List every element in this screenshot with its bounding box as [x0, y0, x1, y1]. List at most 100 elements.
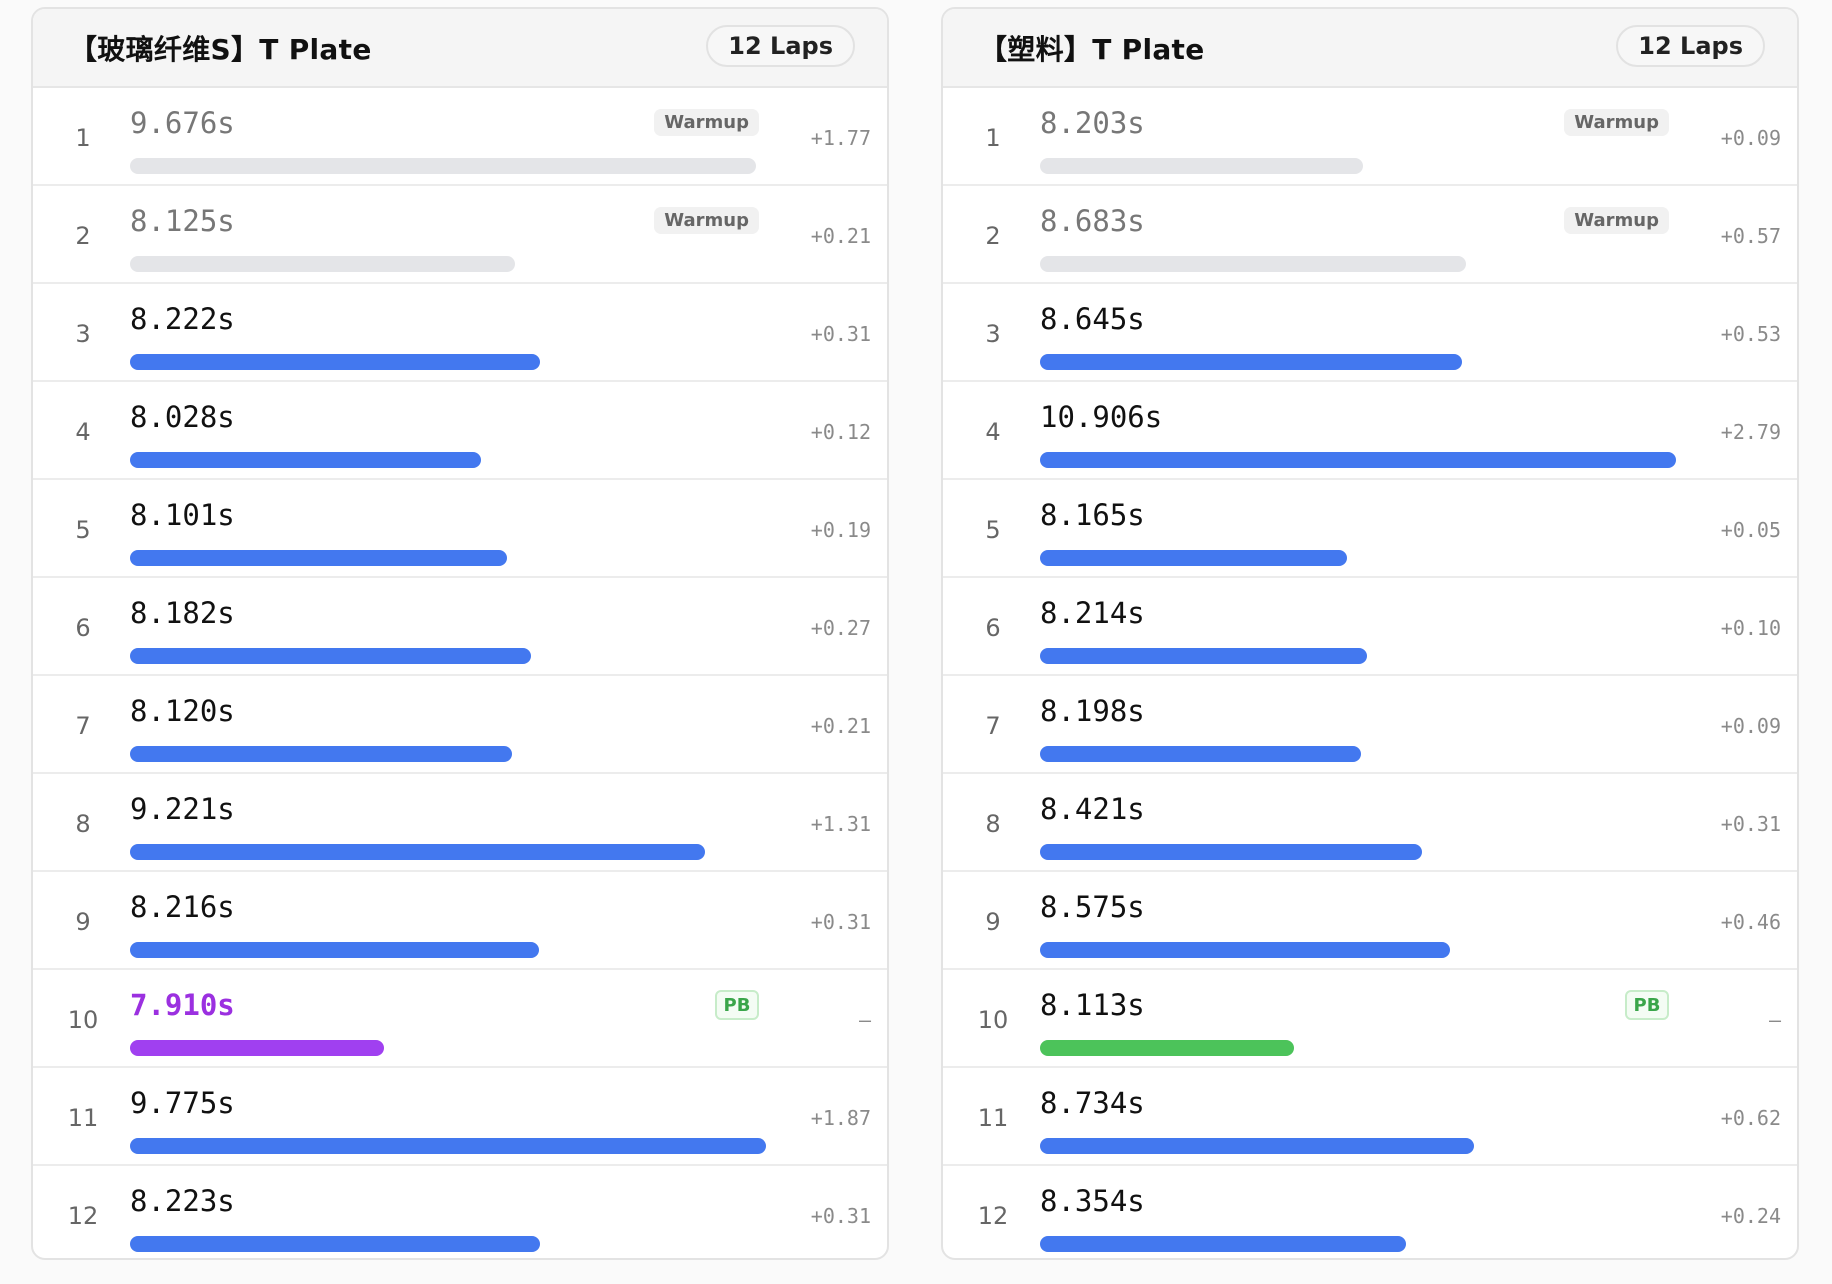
warmup-badge: Warmup: [1564, 207, 1669, 234]
lap-delta: +0.05: [1720, 518, 1781, 542]
lap-time: 8.198s: [1040, 694, 1145, 728]
lap-row[interactable]: 9 8.575s +0.46: [943, 872, 1797, 970]
lap-time-bar: [1040, 844, 1422, 860]
lap-delta: +0.19: [810, 518, 871, 542]
panel-header: 【塑料】T Plate 12 Laps: [943, 9, 1797, 88]
lap-row[interactable]: 2 8.683s Warmup +0.57: [943, 186, 1797, 284]
lap-delta: –: [858, 1008, 871, 1032]
lap-time-bar: [130, 256, 515, 272]
lap-number: 12: [977, 1202, 1009, 1230]
pb-badge: PB: [715, 990, 759, 1020]
lap-number: 1: [75, 124, 91, 152]
lap-delta: +0.31: [810, 910, 871, 934]
lap-delta: +0.21: [810, 224, 871, 248]
lap-time-bar: [1040, 648, 1367, 664]
pb-badge: PB: [1625, 990, 1669, 1020]
lap-number: 4: [75, 418, 91, 446]
lap-row[interactable]: 6 8.214s +0.10: [943, 578, 1797, 676]
lap-number: 2: [985, 222, 1001, 250]
lap-row[interactable]: 10 8.113s PB –: [943, 970, 1797, 1068]
lap-time: 9.775s: [130, 1086, 235, 1120]
panel-title: 【玻璃纤维S】T Plate: [69, 32, 372, 66]
lap-delta: –: [1768, 1008, 1781, 1032]
lap-number: 12: [67, 1202, 99, 1230]
lap-time: 8.683s: [1040, 204, 1145, 238]
lap-number: 7: [985, 712, 1001, 740]
lap-time: 8.575s: [1040, 890, 1145, 924]
lap-delta: +1.87: [810, 1106, 871, 1130]
lap-row[interactable]: 11 8.734s +0.62: [943, 1068, 1797, 1166]
lap-row[interactable]: 3 8.222s +0.31: [33, 284, 887, 382]
lap-time: 8.101s: [130, 498, 235, 532]
lap-row[interactable]: 12 8.354s +0.24: [943, 1166, 1797, 1258]
lap-time-bar: [1040, 1040, 1294, 1056]
laps-count-badge[interactable]: 12 Laps: [1616, 25, 1765, 67]
lap-time: 8.421s: [1040, 792, 1145, 826]
lap-time: 8.165s: [1040, 498, 1145, 532]
lap-number: 6: [75, 614, 91, 642]
lap-delta: +0.12: [810, 420, 871, 444]
lap-time-bar: [130, 1236, 540, 1252]
lap-time-bar: [130, 746, 512, 762]
lap-delta: +1.31: [810, 812, 871, 836]
lap-row[interactable]: 8 8.421s +0.31: [943, 774, 1797, 872]
lap-panel-glass-fiber: 【玻璃纤维S】T Plate 12 Laps 1 9.676s Warmup +1.7…: [31, 7, 889, 1260]
lap-row[interactable]: 5 8.165s +0.05: [943, 480, 1797, 578]
lap-delta: +0.46: [1720, 910, 1781, 934]
lap-row[interactable]: 3 8.645s +0.53: [943, 284, 1797, 382]
lap-delta: +0.31: [810, 1204, 871, 1228]
lap-time: 8.120s: [130, 694, 235, 728]
lap-number: 10: [67, 1006, 99, 1034]
lap-number: 11: [977, 1104, 1009, 1132]
lap-list: 1 8.203s Warmup +0.09 2 8.683s Warmup +0.57 3 8.6…: [943, 88, 1797, 1258]
lap-time-bar: [1040, 256, 1466, 272]
lap-list: 1 9.676s Warmup +1.77 2 8.125s Warmup +0.21 3 8.2…: [33, 88, 887, 1258]
lap-time-bar: [1040, 158, 1363, 174]
warmup-badge: Warmup: [654, 207, 759, 234]
lap-row[interactable]: 10 7.910s PB –: [33, 970, 887, 1068]
lap-number: 7: [75, 712, 91, 740]
lap-delta: +0.57: [1720, 224, 1781, 248]
lap-delta: +1.77: [810, 126, 871, 150]
lap-number: 2: [75, 222, 91, 250]
lap-time: 8.182s: [130, 596, 235, 630]
lap-row[interactable]: 7 8.198s +0.09: [943, 676, 1797, 774]
lap-delta: +0.53: [1720, 322, 1781, 346]
lap-time-bar: [130, 158, 756, 174]
lap-row[interactable]: 4 8.028s +0.12: [33, 382, 887, 480]
lap-row[interactable]: 6 8.182s +0.27: [33, 578, 887, 676]
lap-time-bar: [130, 1040, 384, 1056]
lap-row[interactable]: 12 8.223s +0.31: [33, 1166, 887, 1258]
lap-time-bar: [1040, 1138, 1474, 1154]
lap-time-bar: [1040, 746, 1361, 762]
lap-time-bar: [130, 550, 507, 566]
lap-row[interactable]: 4 10.906s +2.79: [943, 382, 1797, 480]
laps-count-badge[interactable]: 12 Laps: [706, 25, 855, 67]
lap-time-bar: [130, 1138, 766, 1154]
lap-row[interactable]: 1 8.203s Warmup +0.09: [943, 88, 1797, 186]
lap-delta: +0.09: [1720, 126, 1781, 150]
lap-row[interactable]: 5 8.101s +0.19: [33, 480, 887, 578]
lap-row[interactable]: 7 8.120s +0.21: [33, 676, 887, 774]
lap-row[interactable]: 9 8.216s +0.31: [33, 872, 887, 970]
lap-row[interactable]: 1 9.676s Warmup +1.77: [33, 88, 887, 186]
lap-row[interactable]: 2 8.125s Warmup +0.21: [33, 186, 887, 284]
panel-header: 【玻璃纤维S】T Plate 12 Laps: [33, 9, 887, 88]
lap-row[interactable]: 11 9.775s +1.87: [33, 1068, 887, 1166]
lap-delta: +0.10: [1720, 616, 1781, 640]
lap-time-bar: [1040, 942, 1450, 958]
panel-title: 【塑料】T Plate: [979, 32, 1205, 66]
lap-time-bar: [1040, 452, 1676, 468]
lap-time: 8.028s: [130, 400, 235, 434]
lap-time: 8.354s: [1040, 1184, 1145, 1218]
lap-row[interactable]: 8 9.221s +1.31: [33, 774, 887, 872]
lap-number: 5: [75, 516, 91, 544]
lap-time: 8.113s: [1040, 988, 1145, 1022]
lap-number: 6: [985, 614, 1001, 642]
lap-time-bar: [130, 844, 705, 860]
lap-time-bar: [130, 648, 531, 664]
lap-time-bar: [130, 452, 481, 468]
warmup-badge: Warmup: [654, 109, 759, 136]
lap-number: 9: [75, 908, 91, 936]
lap-number: 9: [985, 908, 1001, 936]
